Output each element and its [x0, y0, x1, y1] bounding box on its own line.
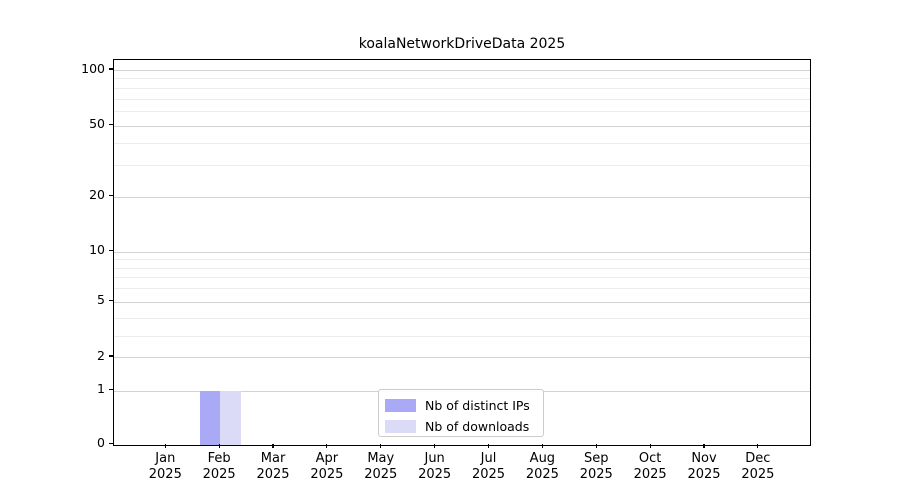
- bar-nb-of-downloads: [220, 390, 241, 445]
- legend-swatch-distinct-ips: [385, 399, 416, 412]
- x-tick-month: Oct: [638, 451, 662, 466]
- x-tick-mark: [434, 444, 436, 448]
- x-tick-label: Oct 2025: [620, 451, 680, 483]
- x-tick-year: 2025: [741, 467, 775, 482]
- gridline-minor: [114, 165, 810, 167]
- x-tick-year: 2025: [579, 467, 613, 482]
- legend-label-downloads: Nb of downloads: [425, 419, 530, 434]
- x-tick-month: Jan: [155, 451, 176, 466]
- gridline-minor: [114, 336, 810, 337]
- gridline-major: [114, 357, 810, 358]
- x-tick-year: 2025: [687, 467, 721, 482]
- x-tick-mark: [272, 444, 274, 448]
- x-tick-month: Apr: [315, 451, 339, 466]
- y-tick-label: 2: [97, 347, 105, 363]
- bar-nb-of-distinct-ips: [199, 390, 221, 445]
- gridline-major: [114, 70, 810, 71]
- legend-label-distinct-ips: Nb of distinct IPs: [425, 398, 530, 413]
- x-tick-label: Mar 2025: [243, 451, 303, 483]
- gridline-major: [114, 125, 810, 127]
- legend: Nb of distinct IPs Nb of downloads: [378, 389, 544, 437]
- y-tick-label: 1: [97, 381, 105, 396]
- gridline-minor: [114, 318, 810, 319]
- x-tick-month: Sep: [583, 451, 609, 466]
- y-tick-mark: [109, 123, 113, 126]
- y-tick-mark: [109, 442, 113, 445]
- y-tick-label: 100: [81, 60, 105, 76]
- y-tick-mark: [109, 388, 113, 391]
- x-tick-year: 2025: [148, 467, 182, 482]
- y-tick-label: 20: [89, 187, 105, 202]
- gridline-major: [114, 301, 810, 303]
- x-tick-mark: [595, 444, 597, 448]
- plot-area: [113, 58, 811, 446]
- x-tick-label: Jun 2025: [405, 451, 465, 483]
- y-tick-mark: [109, 194, 113, 197]
- x-tick-mark: [380, 444, 382, 448]
- x-tick-year: 2025: [202, 467, 236, 482]
- gridline-minor: [114, 87, 810, 89]
- x-tick-mark: [487, 444, 490, 448]
- x-tick-year: 2025: [633, 467, 667, 482]
- y-tick-mark: [109, 299, 113, 302]
- x-tick-year: 2025: [310, 467, 344, 482]
- legend-entry-downloads: Nb of downloads: [385, 416, 543, 437]
- x-tick-label: Feb 2025: [189, 451, 249, 483]
- x-tick-month: Feb: [207, 451, 231, 466]
- x-tick-mark: [757, 444, 759, 448]
- y-tick-mark: [109, 355, 113, 357]
- x-tick-label: Sep 2025: [566, 451, 626, 483]
- x-tick-label: Jan 2025: [135, 451, 195, 483]
- gridline-minor: [114, 98, 810, 100]
- y-tick-label: 50: [89, 116, 105, 131]
- x-tick-label: Dec 2025: [728, 451, 788, 483]
- x-tick-mark: [649, 444, 651, 448]
- x-tick-label: Apr 2025: [297, 451, 357, 483]
- x-tick-mark: [541, 444, 543, 448]
- y-tick-mark: [109, 68, 113, 70]
- chart-title: koalaNetworkDriveData 2025: [358, 36, 566, 52]
- x-tick-year: 2025: [256, 467, 290, 482]
- gridline-major: [114, 196, 810, 198]
- x-tick-label: Nov 2025: [674, 451, 734, 483]
- y-tick-mark: [109, 249, 113, 252]
- x-tick-mark: [218, 444, 220, 448]
- x-tick-month: Jul: [480, 451, 497, 466]
- x-tick-mark: [164, 444, 166, 448]
- y-tick-label: 10: [89, 242, 105, 257]
- x-tick-month: Dec: [745, 451, 771, 466]
- legend-swatch-downloads: [385, 420, 416, 433]
- x-tick-year: 2025: [418, 467, 452, 482]
- x-tick-mark: [326, 444, 328, 448]
- y-tick-label: 0: [97, 435, 105, 450]
- gridline-minor: [114, 259, 810, 261]
- x-tick-month: Aug: [529, 451, 556, 466]
- x-tick-month: Jun: [424, 451, 445, 466]
- y-tick-label: 5: [97, 292, 105, 307]
- x-tick-year: 2025: [525, 467, 559, 482]
- gridline-minor: [114, 277, 810, 279]
- gridline-minor: [114, 142, 810, 144]
- x-tick-label: Jul 2025: [459, 451, 519, 483]
- gridline-minor: [114, 288, 810, 290]
- gridline-minor: [114, 78, 810, 80]
- gridline-minor: [114, 267, 810, 269]
- gridline-minor: [114, 110, 810, 112]
- x-tick-year: 2025: [471, 467, 506, 482]
- x-tick-month: Nov: [691, 451, 717, 466]
- gridline-major: [114, 251, 810, 253]
- x-tick-month: Mar: [260, 451, 286, 466]
- x-tick-year: 2025: [364, 467, 398, 482]
- x-tick-mark: [703, 444, 705, 448]
- x-tick-month: May: [367, 451, 395, 466]
- x-tick-label: Aug 2025: [512, 451, 572, 483]
- legend-entry-distinct-ips: Nb of distinct IPs: [385, 395, 543, 416]
- x-tick-label: May 2025: [351, 451, 411, 483]
